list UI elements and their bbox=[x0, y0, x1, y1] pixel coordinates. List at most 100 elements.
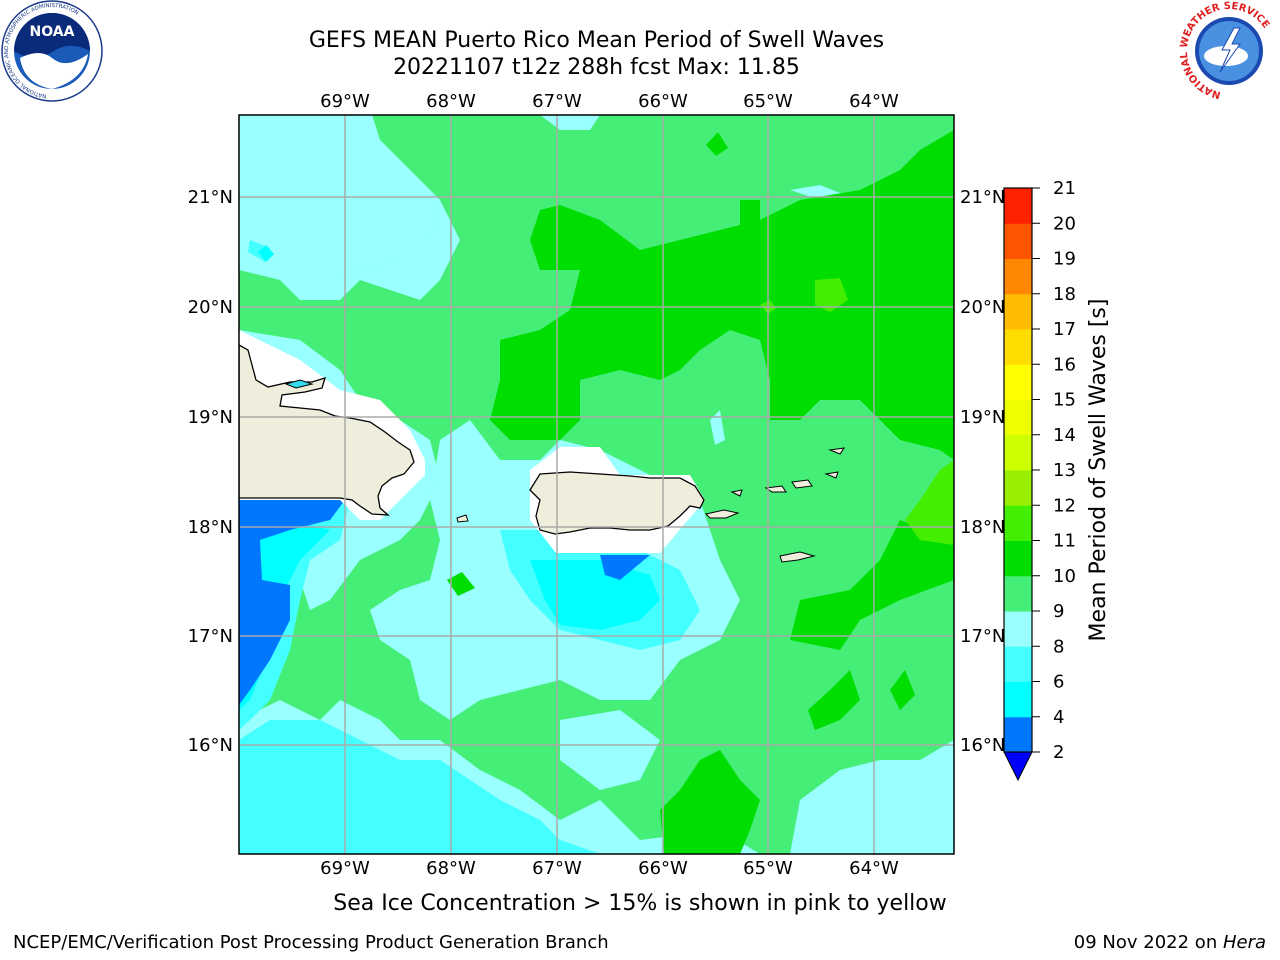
colorbar-tick-label: 10 bbox=[1053, 566, 1076, 587]
puerto-rico bbox=[529, 471, 705, 535]
colorbar-swatch bbox=[1004, 611, 1032, 647]
lon-label-top: 66°W bbox=[638, 91, 688, 112]
colorbar-swatch bbox=[1004, 329, 1032, 365]
island bbox=[730, 489, 743, 497]
colorbar-tick-label: 20 bbox=[1053, 213, 1076, 234]
lat-label-right: 18°N bbox=[960, 517, 1005, 538]
lat-label-right: 20°N bbox=[960, 297, 1005, 318]
field-8-9s bbox=[790, 740, 954, 854]
field-8-9s bbox=[540, 115, 600, 130]
island bbox=[764, 485, 787, 493]
colorbar-tick-label: 8 bbox=[1053, 636, 1064, 657]
colorbar-tick-label: 12 bbox=[1053, 495, 1076, 516]
colorbar-swatch bbox=[1004, 540, 1032, 577]
lat-label-right: 19°N bbox=[960, 407, 1005, 428]
island bbox=[456, 514, 469, 523]
field-4-6s bbox=[258, 245, 274, 262]
lat-label-right: 16°N bbox=[960, 735, 1005, 756]
colorbar-swatch bbox=[1004, 364, 1032, 400]
noaa-text: NOAA bbox=[30, 24, 75, 40]
lon-label-top: 69°W bbox=[320, 91, 370, 112]
field-8-9s bbox=[560, 710, 660, 790]
caption: Sea Ice Concentration > 15% is shown in … bbox=[333, 891, 947, 916]
footer-date: 09 Nov 2022 on bbox=[1073, 932, 1223, 953]
lon-label-top: 65°W bbox=[743, 91, 793, 112]
lat-label-right: 21°N bbox=[960, 187, 1005, 208]
lat-label-left: 21°N bbox=[188, 187, 233, 208]
lat-label-left: 17°N bbox=[188, 626, 233, 647]
lon-label-bottom: 66°W bbox=[638, 858, 688, 879]
field-10-11s bbox=[740, 200, 760, 240]
lat-label-right: 17°N bbox=[960, 626, 1005, 647]
colorbar-swatch bbox=[1004, 505, 1032, 541]
colorbar-swatch bbox=[1004, 188, 1032, 224]
lon-label-top: 67°W bbox=[532, 91, 582, 112]
lon-label-top: 64°W bbox=[849, 91, 899, 112]
colorbar-swatch bbox=[1004, 258, 1032, 295]
colorbar-tick-label: 17 bbox=[1053, 319, 1076, 340]
island bbox=[779, 551, 816, 563]
noaa-logo: NATIONAL OCEANIC AND ATMOSPHERIC ADMINIS… bbox=[1, 0, 103, 102]
field-10-11s bbox=[447, 572, 475, 596]
colorbar-tick-label: 21 bbox=[1053, 178, 1076, 199]
field-10-11s bbox=[808, 670, 860, 730]
lat-label-left: 19°N bbox=[188, 407, 233, 428]
colorbar-title: Mean Period of Swell Waves [s] bbox=[1086, 299, 1111, 642]
colorbar-swatch bbox=[1004, 470, 1032, 506]
colorbar-tick-label: 14 bbox=[1053, 425, 1076, 446]
field-10-11s bbox=[660, 750, 760, 854]
lon-label-top: 68°W bbox=[426, 91, 476, 112]
gridlines bbox=[239, 115, 954, 854]
lon-label-bottom: 69°W bbox=[320, 858, 370, 879]
lat-label-left: 16°N bbox=[188, 735, 233, 756]
colorbar-tick-label: 2 bbox=[1053, 742, 1064, 763]
colorbar-tick-label: 13 bbox=[1053, 460, 1076, 481]
lon-label-bottom: 68°W bbox=[426, 858, 476, 879]
field-6-8s bbox=[239, 720, 600, 854]
chart-subtitle: 20221107 t12z 288h fcst Max: 11.85 bbox=[393, 55, 800, 80]
field-2-4s bbox=[239, 500, 345, 705]
colorbar-ticks: 2 4 6 8 9 10 11 12 13 14 15 16 17 18 19 20 21 bbox=[1032, 178, 1076, 763]
field-2-4s bbox=[600, 555, 650, 580]
island bbox=[828, 447, 846, 455]
field-10-11s bbox=[490, 130, 954, 650]
chart-title: GEFS MEAN Puerto Rico Mean Period of Swe… bbox=[308, 28, 885, 53]
island bbox=[824, 471, 839, 479]
field-10-11s bbox=[890, 670, 915, 710]
colorbar-tick-label: 15 bbox=[1053, 390, 1076, 411]
lat-label-left: 18°N bbox=[188, 517, 233, 538]
field-11-12s bbox=[815, 278, 848, 312]
colorbar-swatch bbox=[1004, 646, 1032, 682]
colorbar-tick-label: 18 bbox=[1053, 284, 1076, 305]
lon-label-bottom: 67°W bbox=[532, 858, 582, 879]
colorbar-swatch bbox=[1004, 575, 1032, 612]
colorbar-swatch bbox=[1004, 223, 1032, 259]
colorbar-tick-label: 11 bbox=[1053, 531, 1076, 552]
field-10-11s bbox=[706, 132, 728, 156]
colorbar-tick-label: 9 bbox=[1053, 601, 1064, 622]
field-8-9s bbox=[710, 410, 725, 445]
colorbar-swatch bbox=[1004, 399, 1032, 436]
nws-logo: NATIONAL WEATHER SERVICE bbox=[1179, 1, 1278, 100]
colorbar-swatch bbox=[1004, 681, 1032, 718]
colorbar-swatches bbox=[1004, 188, 1032, 753]
lon-label-bottom: 65°W bbox=[743, 858, 793, 879]
lat-label-left: 20°N bbox=[188, 297, 233, 318]
footer-left: NCEP/EMC/Verification Post Processing Pr… bbox=[13, 932, 609, 953]
tick-labels: 69°W 69°W 68°W 68°W 67°W 67°W 66°W 66°W 65°W 65°W… bbox=[188, 91, 1006, 879]
colorbar-tick-label: 6 bbox=[1053, 672, 1064, 693]
colorbar-extend-triangle bbox=[1003, 751, 1033, 782]
colorbar-swatch bbox=[1004, 293, 1032, 330]
field-4-6s bbox=[530, 560, 660, 630]
island bbox=[284, 379, 314, 389]
island bbox=[791, 479, 813, 489]
colorbar-swatch bbox=[1004, 434, 1032, 471]
island bbox=[705, 509, 740, 519]
colorbar-tick-label: 4 bbox=[1053, 707, 1064, 728]
colorbar-tick-label: 16 bbox=[1053, 354, 1076, 375]
footer-right: 09 Nov 2022 on Hera bbox=[1074, 932, 1266, 953]
footer-machine: Hera bbox=[1222, 932, 1266, 953]
lon-label-bottom: 64°W bbox=[849, 858, 899, 879]
